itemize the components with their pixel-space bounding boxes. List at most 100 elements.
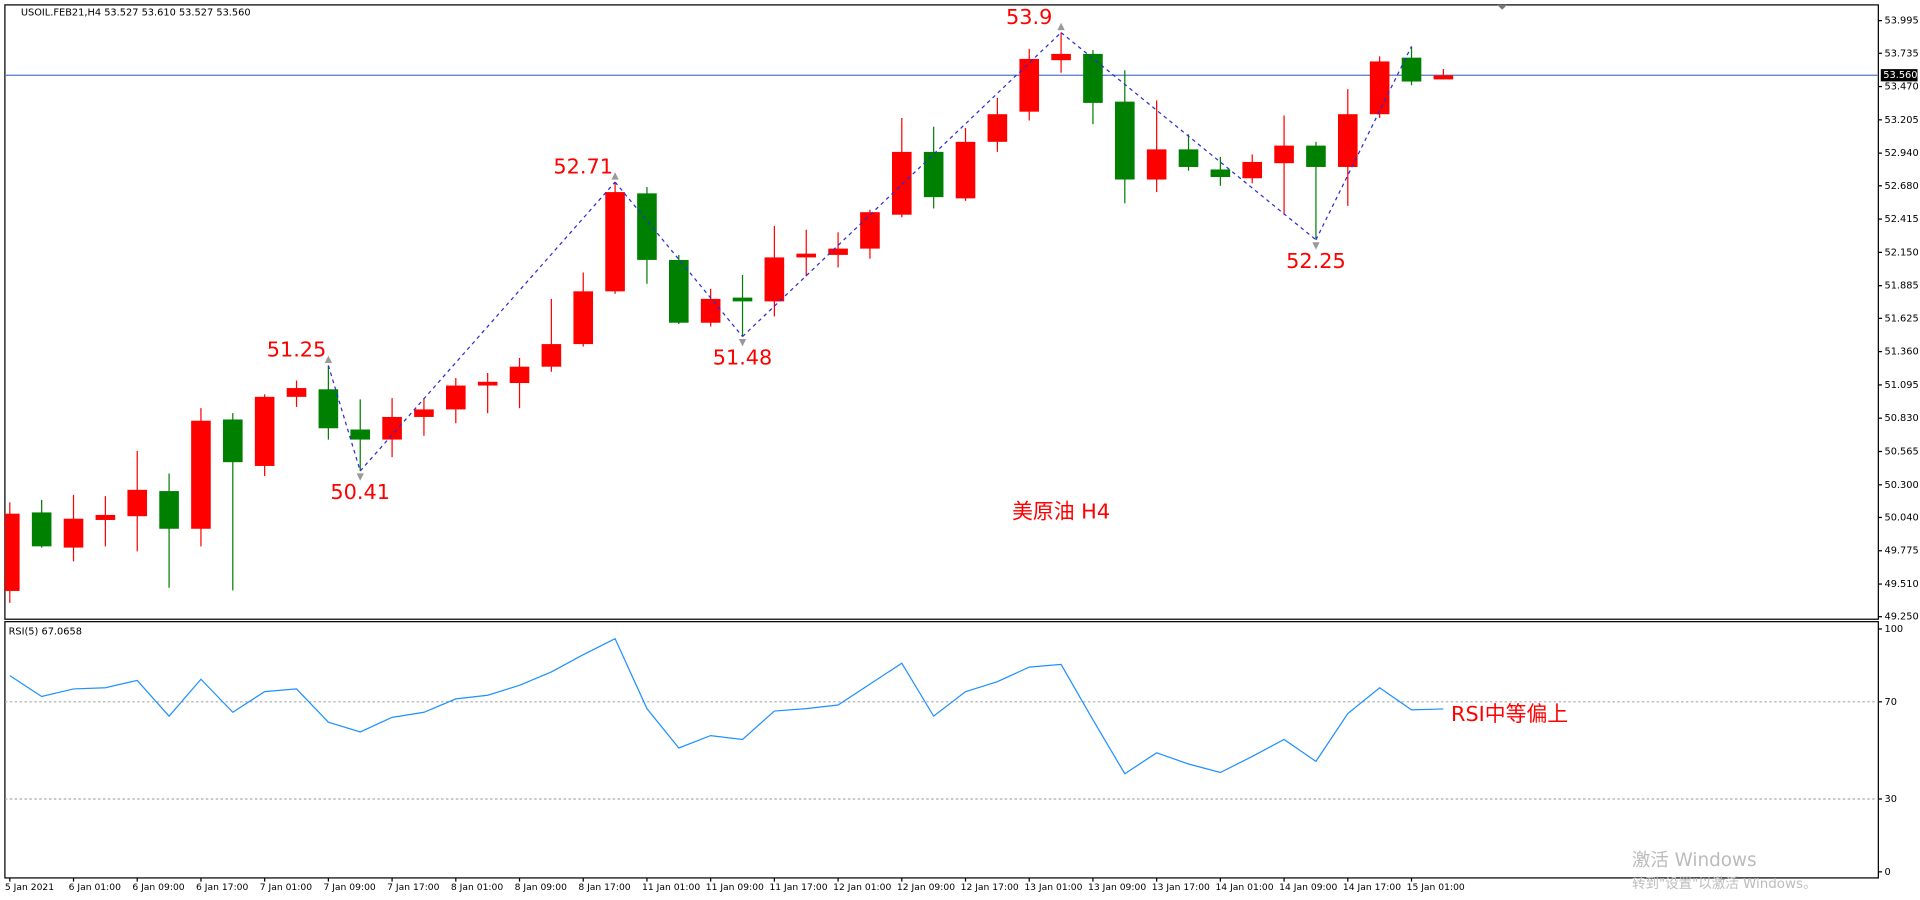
y-tick-label: 53.470 xyxy=(1884,82,1918,93)
y-tick-label: 50.300 xyxy=(1884,480,1918,491)
candle-body xyxy=(1114,101,1135,180)
x-tick-label: 11 Jan 01:00 xyxy=(642,882,700,893)
candle-body xyxy=(1083,53,1103,103)
candle-body xyxy=(987,114,1008,142)
chart-title: USOIL.FEB21,H4 53.527 53.610 53.527 53.5… xyxy=(21,7,251,18)
x-tick-label: 12 Jan 17:00 xyxy=(961,882,1019,893)
rsi-tick-label: 100 xyxy=(1884,624,1903,635)
x-tick-label: 14 Jan 17:00 xyxy=(1343,882,1401,893)
candle-body xyxy=(414,409,434,417)
candle-body xyxy=(637,193,657,260)
candle-body xyxy=(222,419,243,463)
rsi-annotation: RSI中等偏上 xyxy=(1451,702,1568,726)
candle-body xyxy=(1401,57,1422,82)
y-tick-label: 53.995 xyxy=(1884,16,1918,27)
candle-body xyxy=(31,512,52,547)
candle-body xyxy=(1051,53,1071,61)
candle-body xyxy=(573,291,594,345)
x-tick-label: 8 Jan 17:00 xyxy=(578,882,630,893)
x-tick-label: 5 Jan 2021 xyxy=(5,882,54,893)
candle-body xyxy=(445,385,466,410)
rsi-tick-label: 70 xyxy=(1884,697,1896,708)
candle-body xyxy=(732,297,753,302)
candle-body xyxy=(1242,161,1263,179)
candle-body xyxy=(860,212,880,249)
x-tick-label: 6 Jan 01:00 xyxy=(69,882,121,893)
x-tick-label: 12 Jan 09:00 xyxy=(897,882,955,893)
y-tick-label: 49.775 xyxy=(1884,546,1918,557)
candle-body xyxy=(318,389,339,429)
pivot-label: 53.9 xyxy=(1006,5,1052,29)
rsi-line xyxy=(9,637,1444,775)
x-tick-label: 13 Jan 17:00 xyxy=(1152,882,1210,893)
pivot-arrow xyxy=(324,355,333,363)
y-tick-label: 51.095 xyxy=(1884,380,1918,391)
candle-body xyxy=(286,388,307,397)
candle-body xyxy=(159,491,179,529)
x-tick-label: 15 Jan 01:00 xyxy=(1407,882,1465,893)
candle-body xyxy=(127,489,148,517)
y-tick-label: 52.415 xyxy=(1884,214,1918,225)
y-tick-label: 52.680 xyxy=(1884,181,1918,192)
zigzag-segment xyxy=(1060,32,1317,241)
y-tick-label: 53.735 xyxy=(1884,48,1918,59)
candle-body xyxy=(477,381,498,386)
x-tick-label: 7 Jan 01:00 xyxy=(260,882,312,893)
candle-body xyxy=(1306,145,1326,167)
axes: 53.995 53.735 53.470 53.205 52.940 52.680 52.4… xyxy=(5,16,1919,894)
y-tick-label: 52.940 xyxy=(1884,148,1918,159)
candle-body xyxy=(955,141,976,199)
x-tick-label: 8 Jan 09:00 xyxy=(515,882,567,893)
pivot-label: 52.25 xyxy=(1286,249,1346,273)
candle-body xyxy=(700,298,721,323)
x-tick-label: 8 Jan 01:00 xyxy=(451,882,503,893)
chart-annotation: 美原油 H4 xyxy=(1012,500,1110,524)
x-tick-label: 14 Jan 01:00 xyxy=(1215,882,1273,893)
candle-body xyxy=(891,151,912,215)
y-tick-label: 51.625 xyxy=(1884,313,1918,324)
rsi-panel-frame xyxy=(4,621,1879,879)
pivot-arrow xyxy=(356,473,364,481)
main-plot: 51.25 50.41 52.71 51.48 53.9 52.25 xyxy=(4,5,1879,603)
current-price-label: 53.560 xyxy=(1883,70,1917,81)
y-tick-label: 51.885 xyxy=(1884,281,1918,292)
x-tick-label: 6 Jan 17:00 xyxy=(196,882,248,893)
candle-body xyxy=(63,518,84,548)
pivot-label: 51.48 xyxy=(713,346,773,370)
candle-body xyxy=(95,514,116,520)
candle-body xyxy=(1146,149,1167,180)
y-tick-label: 53.205 xyxy=(1884,115,1918,126)
chart-shift-marker xyxy=(1497,4,1508,10)
x-tick-label: 7 Jan 09:00 xyxy=(323,882,375,893)
pivot-arrow xyxy=(738,339,747,347)
candle-body xyxy=(1274,145,1294,164)
candle-body xyxy=(668,259,689,323)
candle-body xyxy=(605,192,625,292)
rsi-title: RSI(5) 67.0658 xyxy=(9,626,82,637)
x-tick-label: 12 Jan 01:00 xyxy=(833,882,891,893)
pivot-label: 51.25 xyxy=(267,338,327,362)
zigzag-segment xyxy=(1315,46,1413,241)
candle-body xyxy=(350,429,371,440)
candle-body xyxy=(382,416,402,440)
y-tick-label: 51.360 xyxy=(1884,347,1918,358)
candle-body xyxy=(541,344,562,367)
candle-body xyxy=(1337,114,1358,167)
candle-body xyxy=(764,257,785,302)
x-tick-label: 14 Jan 09:00 xyxy=(1279,882,1337,893)
y-tick-label: 52.150 xyxy=(1884,247,1918,258)
y-tick-label: 50.830 xyxy=(1884,413,1918,424)
watermark-title: 激活 Windows xyxy=(1632,850,1757,871)
pivot-label: 52.71 xyxy=(553,154,613,178)
candle-body xyxy=(4,513,20,591)
candle-body xyxy=(1433,75,1454,80)
watermark-subtitle: 转到"设置"以激活 Windows。 xyxy=(1632,876,1816,892)
candle-body xyxy=(1369,61,1390,115)
x-tick-label: 13 Jan 01:00 xyxy=(1024,882,1082,893)
rsi-tick-label: 30 xyxy=(1884,794,1896,805)
candle-body xyxy=(1178,149,1199,167)
x-tick-label: 11 Jan 09:00 xyxy=(706,882,764,893)
